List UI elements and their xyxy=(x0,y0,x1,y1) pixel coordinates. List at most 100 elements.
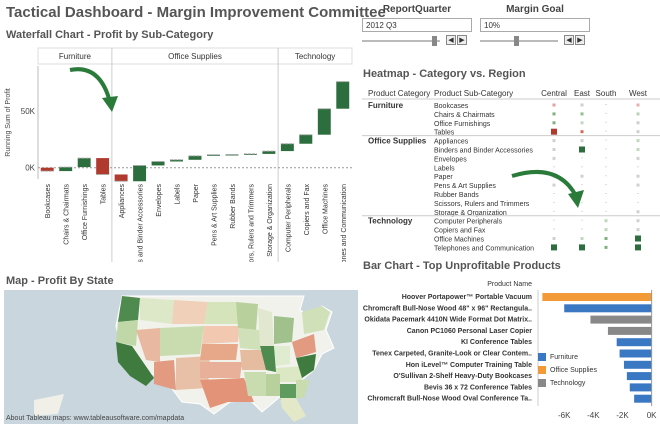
legend-item-furniture[interactable]: Furniture xyxy=(538,353,618,361)
waterfall-bar xyxy=(77,158,91,168)
waterfall-bar xyxy=(133,165,147,182)
group-label: Furniture xyxy=(59,52,92,61)
heatmap-cell xyxy=(636,148,640,151)
x-tick-label: Tables xyxy=(101,184,108,205)
heatmap-cell xyxy=(604,219,608,223)
x-tick-label: Pens & Art Supplies xyxy=(211,184,218,246)
product-label: Hoover Portapower™ Portable Vacuum xyxy=(402,294,532,301)
legend-swatch xyxy=(538,366,546,374)
y-tick-label: 0K xyxy=(25,164,35,173)
waterfall-bar xyxy=(96,158,110,175)
heatmap-col-header: Product Sub-Category xyxy=(434,89,513,98)
waterfall-bar xyxy=(151,161,165,166)
profit-by-state-map[interactable]: About Tableau maps: www.tableausoftware.… xyxy=(4,290,358,424)
heatmap-cell xyxy=(636,183,640,187)
heatmap-cell xyxy=(636,228,640,232)
heatmap-cell xyxy=(580,112,584,116)
x-tick-label: Chairs & Chairmats xyxy=(64,184,71,245)
heatmap-cell xyxy=(605,112,607,114)
heatmap-subcategory: Scissors, Rulers and Trimmers xyxy=(434,201,530,208)
heatmap-cell xyxy=(605,175,607,177)
heatmap-col-header: West xyxy=(629,89,648,98)
margin-goal-slider[interactable]: ◀ ▶ xyxy=(480,35,590,47)
waterfall-chart: Furniture Office Supplies Technology 0K 50K R… xyxy=(5,47,353,262)
x-tick-label: Appliances xyxy=(119,184,126,219)
product-label: KI Conference Tables xyxy=(461,339,532,346)
slider-thumb[interactable] xyxy=(514,36,519,46)
us-map xyxy=(34,295,335,422)
heatmap-cell xyxy=(636,112,640,116)
heatmap-cell xyxy=(580,174,584,178)
arrow-icon xyxy=(511,170,578,197)
next-arrow-icon[interactable]: ▶ xyxy=(457,35,467,45)
report-quarter-filter[interactable]: ReportQuarter 2012 Q3 ◀ ▶ xyxy=(362,4,472,47)
product-label: Canon PC1060 Personal Laser Copier xyxy=(407,328,533,335)
heatmap-cell xyxy=(637,201,639,203)
heatmap-col-header: East xyxy=(574,89,591,98)
product-bar xyxy=(626,372,652,381)
heatmap-cell xyxy=(604,228,608,232)
heatmap-cell xyxy=(552,156,556,160)
heatmap-cell xyxy=(636,156,640,160)
product-bar xyxy=(542,293,652,301)
heatmap-cell xyxy=(635,244,641,251)
heatmap-cell xyxy=(604,237,608,240)
product-label: Okidata Pacemark 4410N Wide Format Dot M… xyxy=(364,317,532,324)
heatmap-cell xyxy=(605,201,607,203)
heatmap-cell xyxy=(605,148,607,150)
margin-goal-value[interactable]: 10% xyxy=(480,18,590,32)
heatmap-subcategory: Labels xyxy=(434,165,455,172)
product-bar xyxy=(590,315,652,324)
waterfall-bar xyxy=(170,159,183,162)
prev-arrow-icon[interactable]: ◀ xyxy=(446,35,456,45)
next-arrow-icon[interactable]: ▶ xyxy=(575,35,585,45)
heatmap-cell xyxy=(552,148,556,151)
heatmap-cell xyxy=(551,244,557,251)
heatmap-cell xyxy=(605,104,607,105)
heatmap-cell xyxy=(552,121,556,125)
heatmap-cell xyxy=(552,237,556,240)
heatmap-cell xyxy=(551,128,557,135)
bar-chart-title: Bar Chart - Top Unprofitable Products xyxy=(363,260,561,272)
x-tick-label: Binders and Binder Accessories xyxy=(138,184,145,262)
heatmap-subcategory: Binders and Binder Accessories xyxy=(434,148,533,155)
report-quarter-slider[interactable]: ◀ ▶ xyxy=(362,35,472,47)
legend-swatch xyxy=(538,379,546,387)
slider-thumb[interactable] xyxy=(432,36,437,46)
group-label: Technology xyxy=(295,52,335,61)
arrow-icon xyxy=(69,67,112,103)
x-tick-label: Office Furnishings xyxy=(82,184,89,241)
prev-arrow-icon[interactable]: ◀ xyxy=(564,35,574,45)
heatmap-cell xyxy=(605,157,607,159)
heatmap-cell xyxy=(605,210,607,212)
margin-goal-label: Margin Goal xyxy=(506,4,564,15)
arrow-head-icon xyxy=(102,96,118,112)
heatmap-cell xyxy=(580,103,584,107)
product-label: O'Sullivan 2-Shelf Heavy-Duty Bookcases xyxy=(393,373,532,380)
group-header-strip xyxy=(37,47,353,65)
heatmap-cell xyxy=(580,139,584,143)
bar-axis-header: Product Name xyxy=(487,281,532,288)
dashboard-title: Tactical Dashboard - Margin Improvement … xyxy=(6,4,386,21)
legend-item-technology[interactable]: Technology xyxy=(538,379,618,387)
waterfall-bar xyxy=(262,151,276,154)
heatmap-subcategory: Storage & Organization xyxy=(434,210,507,217)
report-quarter-value[interactable]: 2012 Q3 xyxy=(362,18,472,32)
legend-label: Technology xyxy=(550,379,586,387)
waterfall-bar xyxy=(188,155,202,160)
heatmap-cell xyxy=(553,210,555,212)
x-tick-label: Storage & Organization xyxy=(267,184,274,257)
x-tick-label: -6K xyxy=(558,411,571,420)
heatmap-subcategory: Telephones and Communication xyxy=(434,245,534,252)
heatmap-cell xyxy=(605,193,607,194)
waterfall-bar xyxy=(40,167,54,172)
heatmap-cell xyxy=(605,121,607,123)
legend-label: Office Supplies xyxy=(550,366,597,374)
product-bar xyxy=(634,394,652,403)
legend-item-office-supplies[interactable]: Office Supplies xyxy=(538,366,618,374)
margin-goal-filter[interactable]: Margin Goal 10% ◀ ▶ xyxy=(480,4,590,47)
heatmap-cell xyxy=(635,235,641,242)
heatmap-subcategory: Appliances xyxy=(434,139,469,146)
heatmap-cell xyxy=(605,130,607,132)
heatmap-cell xyxy=(637,193,639,194)
